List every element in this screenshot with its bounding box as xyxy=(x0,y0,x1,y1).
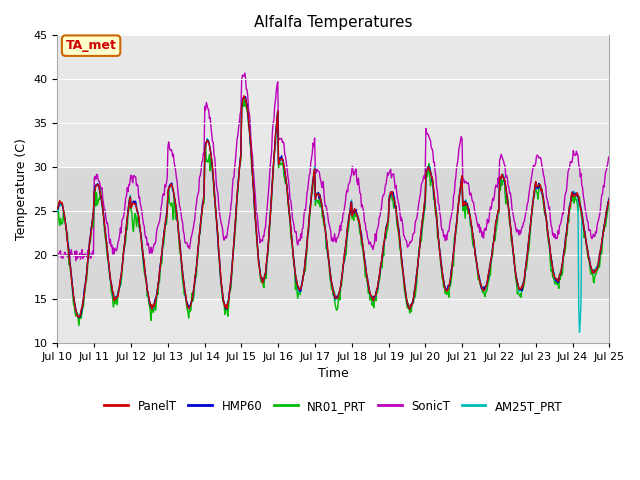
SonicT xyxy=(72,258,79,264)
SonicT xyxy=(605,154,613,159)
SonicT xyxy=(54,255,61,261)
NR01_PRT xyxy=(419,227,426,233)
X-axis label: Time: Time xyxy=(318,367,349,380)
AM25T_PRT xyxy=(177,246,184,252)
Legend: PanelT, HMP60, NR01_PRT, SonicT, AM25T_PRT: PanelT, HMP60, NR01_PRT, SonicT, AM25T_P… xyxy=(100,395,567,417)
NR01_PRT xyxy=(605,198,613,204)
PanelT xyxy=(75,314,83,320)
Text: TA_met: TA_met xyxy=(66,39,116,52)
PanelT xyxy=(121,238,129,243)
HMP60 xyxy=(206,146,214,152)
PanelT xyxy=(402,293,410,299)
Bar xyxy=(58,167,609,299)
AM25T_PRT xyxy=(605,196,613,202)
Line: SonicT: SonicT xyxy=(58,73,609,261)
PanelT xyxy=(605,195,613,201)
HMP60 xyxy=(54,206,61,212)
Y-axis label: Temperature (C): Temperature (C) xyxy=(15,138,28,240)
HMP60 xyxy=(63,238,71,244)
NR01_PRT xyxy=(75,323,83,328)
SonicT xyxy=(419,180,426,185)
AM25T_PRT xyxy=(120,245,128,251)
HMP60 xyxy=(177,255,185,261)
HMP60 xyxy=(419,220,426,226)
HMP60 xyxy=(121,235,129,241)
SonicT xyxy=(206,115,214,120)
AM25T_PRT xyxy=(241,95,248,100)
PanelT xyxy=(54,206,61,212)
PanelT xyxy=(177,253,185,259)
NR01_PRT xyxy=(63,230,71,236)
PanelT xyxy=(419,221,426,227)
Line: PanelT: PanelT xyxy=(58,96,609,317)
HMP60 xyxy=(605,194,613,200)
Line: HMP60: HMP60 xyxy=(58,96,609,318)
AM25T_PRT xyxy=(205,142,213,147)
SonicT xyxy=(402,237,410,243)
SonicT xyxy=(177,210,185,216)
SonicT xyxy=(241,70,248,76)
NR01_PRT xyxy=(206,168,214,174)
Line: NR01_PRT: NR01_PRT xyxy=(58,98,609,325)
Line: AM25T_PRT: AM25T_PRT xyxy=(58,97,609,332)
PanelT xyxy=(240,93,248,99)
Title: Alfalfa Temperatures: Alfalfa Temperatures xyxy=(254,15,413,30)
SonicT xyxy=(63,252,71,257)
HMP60 xyxy=(76,315,83,321)
AM25T_PRT xyxy=(54,209,61,215)
SonicT xyxy=(121,203,129,208)
PanelT xyxy=(63,239,71,244)
NR01_PRT xyxy=(177,253,185,259)
NR01_PRT xyxy=(54,208,61,214)
AM25T_PRT xyxy=(417,228,425,234)
HMP60 xyxy=(402,293,410,299)
AM25T_PRT xyxy=(575,329,583,335)
AM25T_PRT xyxy=(401,286,409,292)
NR01_PRT xyxy=(121,243,129,249)
NR01_PRT xyxy=(402,297,410,302)
AM25T_PRT xyxy=(63,236,71,241)
NR01_PRT xyxy=(242,96,250,101)
PanelT xyxy=(206,148,214,154)
HMP60 xyxy=(240,93,248,99)
